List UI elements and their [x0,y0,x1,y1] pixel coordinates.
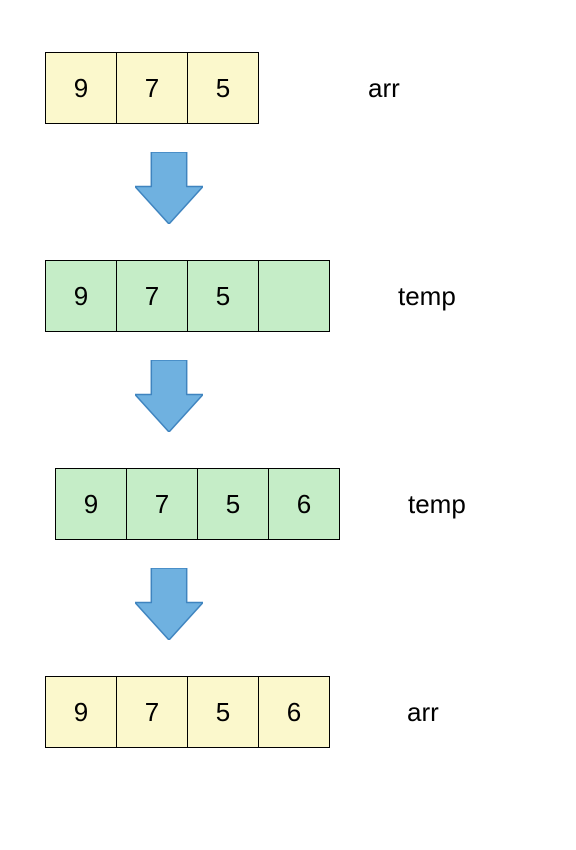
array-row-row4: 9756arr [45,676,330,748]
array-cell: 9 [45,676,117,748]
array-cell: 7 [116,260,188,332]
array-cell: 9 [45,52,117,124]
array-cell: 7 [116,52,188,124]
array-cell: 5 [187,260,259,332]
array-cells: 975 [45,52,259,124]
down-arrow-icon [135,152,203,229]
array-row-row1: 975arr [45,52,259,124]
array-row-row2: 975temp [45,260,330,332]
array-cell: 5 [187,676,259,748]
array-cell: 5 [197,468,269,540]
array-cell: 7 [116,676,188,748]
diagram-stage: 975arr975temp9756temp9756arr [0,0,576,850]
array-cells: 9756 [45,676,330,748]
array-cell [258,260,330,332]
array-cell: 7 [126,468,198,540]
array-cell: 6 [268,468,340,540]
down-arrow-icon [135,360,203,437]
array-cell: 9 [55,468,127,540]
down-arrow-icon [135,568,203,645]
array-cell: 5 [187,52,259,124]
array-label: temp [398,281,456,312]
array-row-row3: 9756temp [55,468,340,540]
array-label: temp [408,489,466,520]
array-cell: 9 [45,260,117,332]
array-label: arr [368,73,400,104]
array-label: arr [407,697,439,728]
array-cells: 975 [45,260,330,332]
array-cells: 9756 [55,468,340,540]
array-cell: 6 [258,676,330,748]
